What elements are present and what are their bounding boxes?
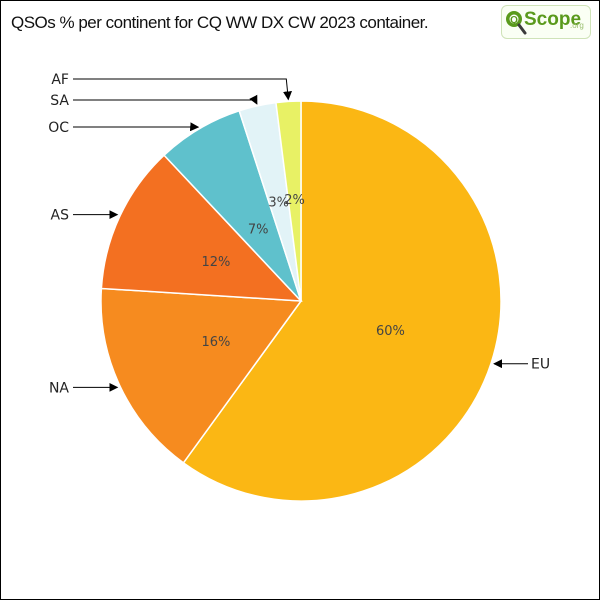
qscope-logo: Q Scope .org: [501, 5, 591, 39]
pct-label-as: 12%: [201, 255, 230, 270]
pie-slice-as: [100, 154, 303, 302]
chart-title: QSOs % per continent for CQ WW DX CW 202…: [11, 13, 429, 32]
pct-label-oc: 7%: [248, 223, 269, 238]
svg-text:Q: Q: [510, 15, 518, 26]
slice-label-oc: OC: [48, 120, 69, 136]
logo-wordmark: Scope: [524, 9, 582, 30]
pie-slice-na: [100, 287, 303, 464]
slice-label-sa: SA: [50, 93, 69, 109]
slice-label-eu: EU: [531, 357, 550, 373]
slice-label-as: AS: [51, 208, 70, 224]
pct-label-af: 2%: [284, 193, 305, 208]
pct-label-sa: 3%: [268, 196, 289, 211]
pie-slice-eu: [182, 100, 502, 502]
leader-line-af: [73, 78, 292, 101]
pct-label-eu: 60%: [376, 324, 405, 339]
logo-suffix: .org: [570, 21, 584, 30]
pie-slice-af: [275, 100, 302, 302]
slice-label-af: AF: [51, 72, 69, 88]
magnifier-q-icon: Q: [506, 11, 527, 35]
leader-line-sa: [73, 94, 258, 105]
slice-label-na: NA: [49, 380, 69, 396]
pct-label-na: 16%: [201, 335, 230, 350]
